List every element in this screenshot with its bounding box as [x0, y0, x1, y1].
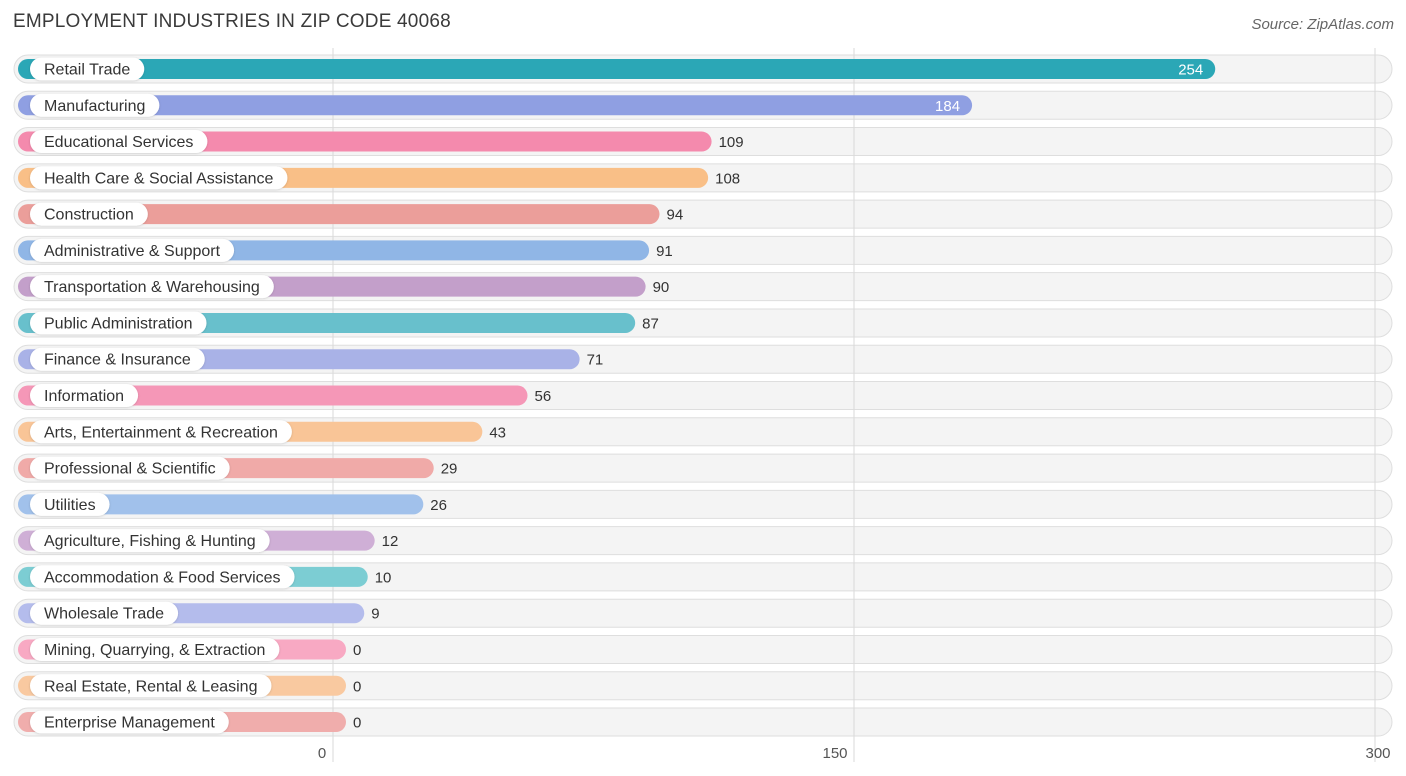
category-label: Transportation & Warehousing: [44, 279, 260, 296]
category-label: Professional & Scientific: [44, 461, 216, 478]
category-label: Public Administration: [44, 315, 193, 332]
category-label-pill: [30, 456, 230, 480]
x-axis: 0 150 300: [318, 745, 1391, 762]
bar: [18, 494, 424, 515]
category-label: Enterprise Management: [44, 715, 215, 732]
category-label-pill: [30, 347, 205, 371]
category-label-pill: [30, 637, 280, 661]
category-label-pill: [30, 93, 160, 117]
category-label-pill: [30, 57, 145, 81]
category-label: Retail Trade: [44, 62, 130, 79]
category-label-pill: [30, 238, 235, 262]
value-label: 10: [375, 569, 392, 586]
category-label: Mining, Quarrying, & Extraction: [44, 642, 265, 659]
value-label: 29: [441, 461, 458, 478]
category-label: Real Estate, Rental & Leasing: [44, 678, 257, 695]
category-label-pill: [30, 384, 139, 408]
x-tick-label: 0: [318, 745, 326, 762]
category-label-pill: [30, 601, 179, 625]
category-label: Administrative & Support: [44, 243, 221, 260]
category-label-pill: [30, 492, 110, 516]
category-label: Finance & Insurance: [44, 352, 191, 369]
bars: Retail Trade 254 Manufacturing 184 Education…: [18, 57, 1216, 734]
category-label: Utilities: [44, 497, 96, 514]
value-label: 12: [382, 533, 399, 550]
value-label: 108: [715, 170, 740, 187]
value-label: 94: [666, 207, 683, 224]
value-label: 43: [489, 424, 506, 441]
category-label: Wholesale Trade: [44, 606, 164, 623]
category-label-pill: [30, 674, 272, 698]
value-label: 9: [371, 606, 379, 623]
value-label: 26: [430, 497, 447, 514]
category-label-pill: [30, 202, 148, 226]
source-label: Source: ZipAtlas.com: [1251, 16, 1394, 33]
row-background: [13, 634, 1393, 664]
value-label: 0: [353, 642, 361, 659]
category-label: Construction: [44, 207, 134, 224]
category-label-pill: [30, 420, 292, 444]
category-label: Arts, Entertainment & Recreation: [44, 424, 278, 441]
bar: [18, 59, 1216, 79]
value-label: 71: [587, 352, 604, 369]
value-label: 0: [353, 678, 361, 695]
bar: [18, 204, 660, 225]
value-label: 254: [1178, 62, 1203, 79]
category-label-pill: [30, 130, 208, 154]
value-label: 56: [535, 388, 552, 405]
category-label: Information: [44, 388, 124, 405]
category-label-pill: [30, 275, 274, 299]
value-label: 184: [935, 98, 960, 115]
category-label-pill: [30, 710, 229, 734]
category-label: Agriculture, Fishing & Hunting: [44, 533, 256, 550]
row-background: [13, 707, 1393, 737]
category-label: Educational Services: [44, 134, 193, 151]
category-label: Health Care & Social Assistance: [44, 170, 274, 187]
category-label-pill: [30, 166, 288, 190]
category-label-pill: [30, 529, 270, 553]
value-label: 109: [719, 134, 744, 151]
value-label: 0: [353, 715, 361, 732]
value-label: 90: [653, 279, 670, 296]
value-label: 91: [656, 243, 673, 260]
category-label-pill: [30, 565, 295, 589]
row-background: [13, 671, 1393, 701]
x-tick-label: 150: [822, 745, 847, 762]
bar: [18, 385, 528, 406]
category-label: Accommodation & Food Services: [44, 569, 281, 586]
value-label: 87: [642, 315, 659, 332]
bar: [18, 95, 973, 116]
chart-title: EMPLOYMENT INDUSTRIES IN ZIP CODE 40068: [13, 11, 451, 32]
x-tick-label: 300: [1365, 745, 1390, 762]
category-label: Manufacturing: [44, 98, 145, 115]
category-label-pill: [30, 311, 207, 335]
